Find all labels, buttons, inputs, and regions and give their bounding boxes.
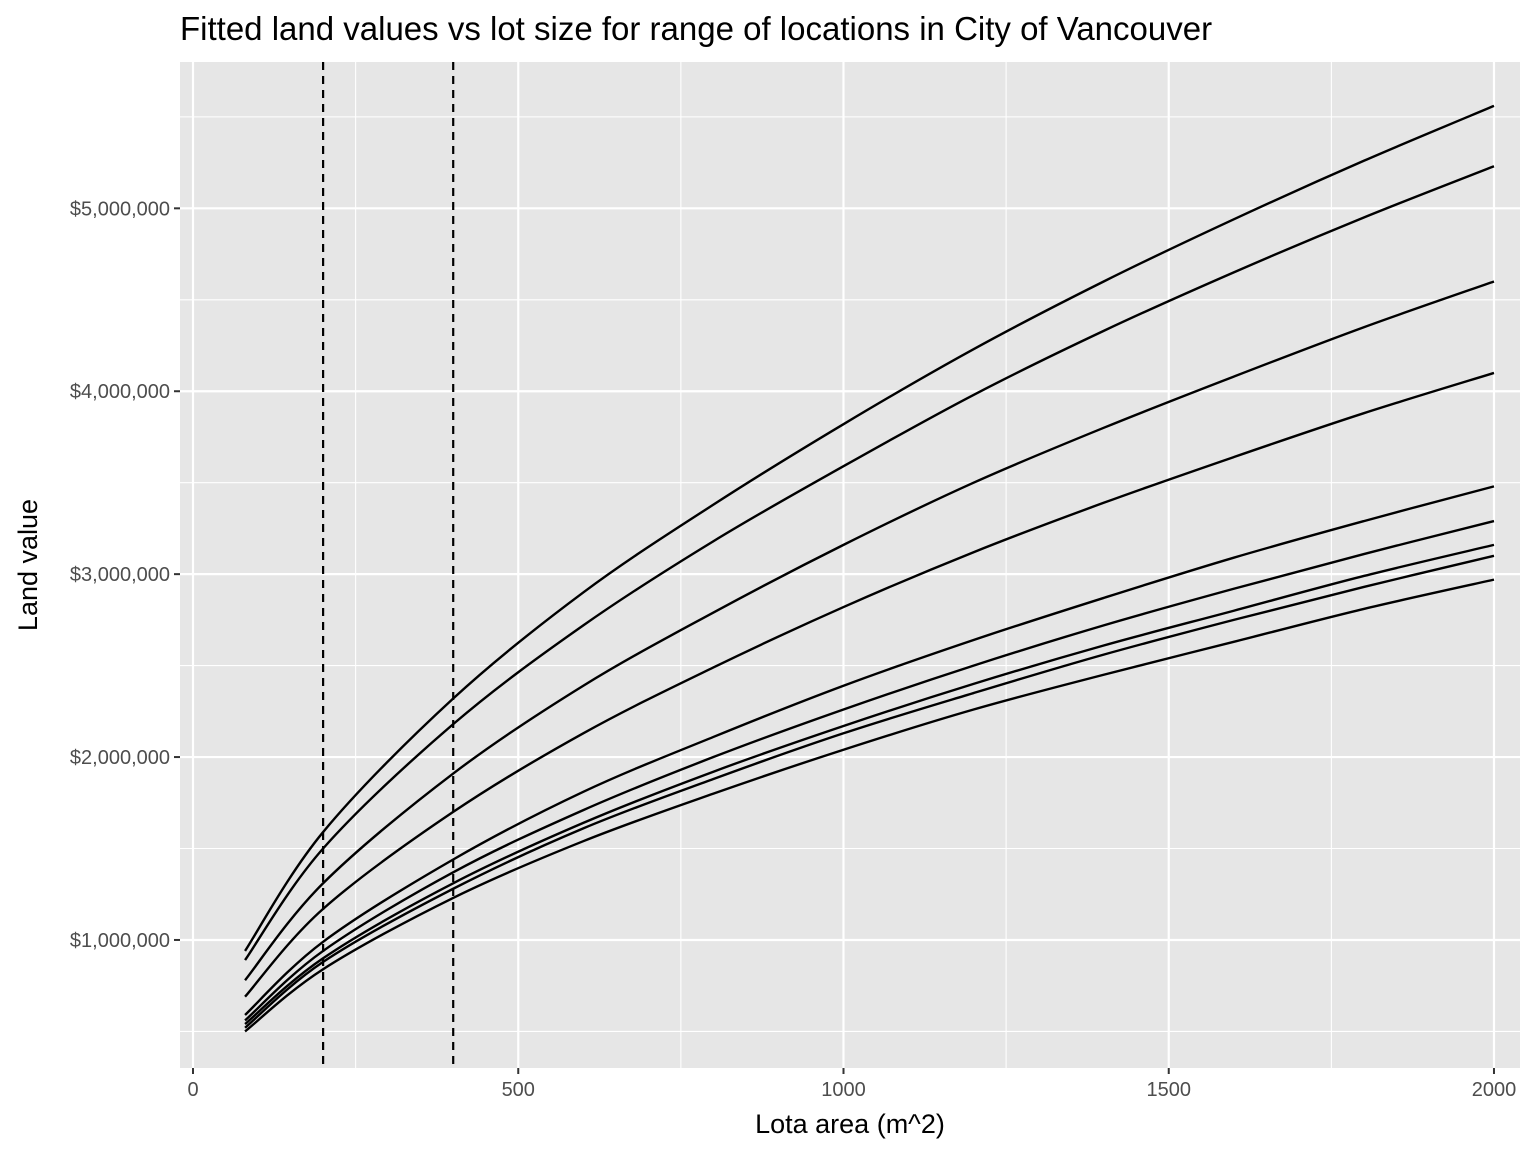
y-tick-label: $2,000,000 [70, 747, 170, 769]
y-axis-ticks: $1,000,000 $2,000,000 $3,000,000 $4,000,000… [70, 198, 180, 952]
x-tick-label: 2000 [1472, 1079, 1517, 1101]
major-gridlines [180, 62, 1520, 1068]
y-tick-label: $3,000,000 [70, 564, 170, 586]
series-line-3 [244, 280, 1495, 981]
y-axis-title: Land value [13, 499, 43, 631]
minor-gridlines [180, 62, 1520, 1068]
series-line-6 [244, 519, 1495, 1022]
series-line-9 [244, 578, 1495, 1033]
series-line-7 [244, 543, 1495, 1026]
y-tick-label: $4,000,000 [70, 381, 170, 403]
x-tick-label: 500 [502, 1079, 535, 1101]
x-tick-label: 0 [187, 1079, 198, 1101]
series-line-4 [244, 371, 1495, 998]
y-tick-label: $1,000,000 [70, 930, 170, 952]
series-line-2 [244, 165, 1495, 961]
series-line-8 [244, 554, 1495, 1029]
series-line-5 [244, 485, 1495, 1016]
x-tick-label: 1000 [821, 1079, 866, 1101]
series-line-1 [244, 104, 1495, 952]
series-lines [244, 104, 1495, 1033]
x-axis-ticks: 0 500 1000 1500 2000 [187, 1068, 1516, 1101]
y-tick-label: $5,000,000 [70, 198, 170, 220]
x-axis-title: Lota area (m^2) [755, 1109, 945, 1139]
chart-title: Fitted land values vs lot size for range… [180, 10, 1212, 47]
x-tick-label: 1500 [1146, 1079, 1191, 1101]
